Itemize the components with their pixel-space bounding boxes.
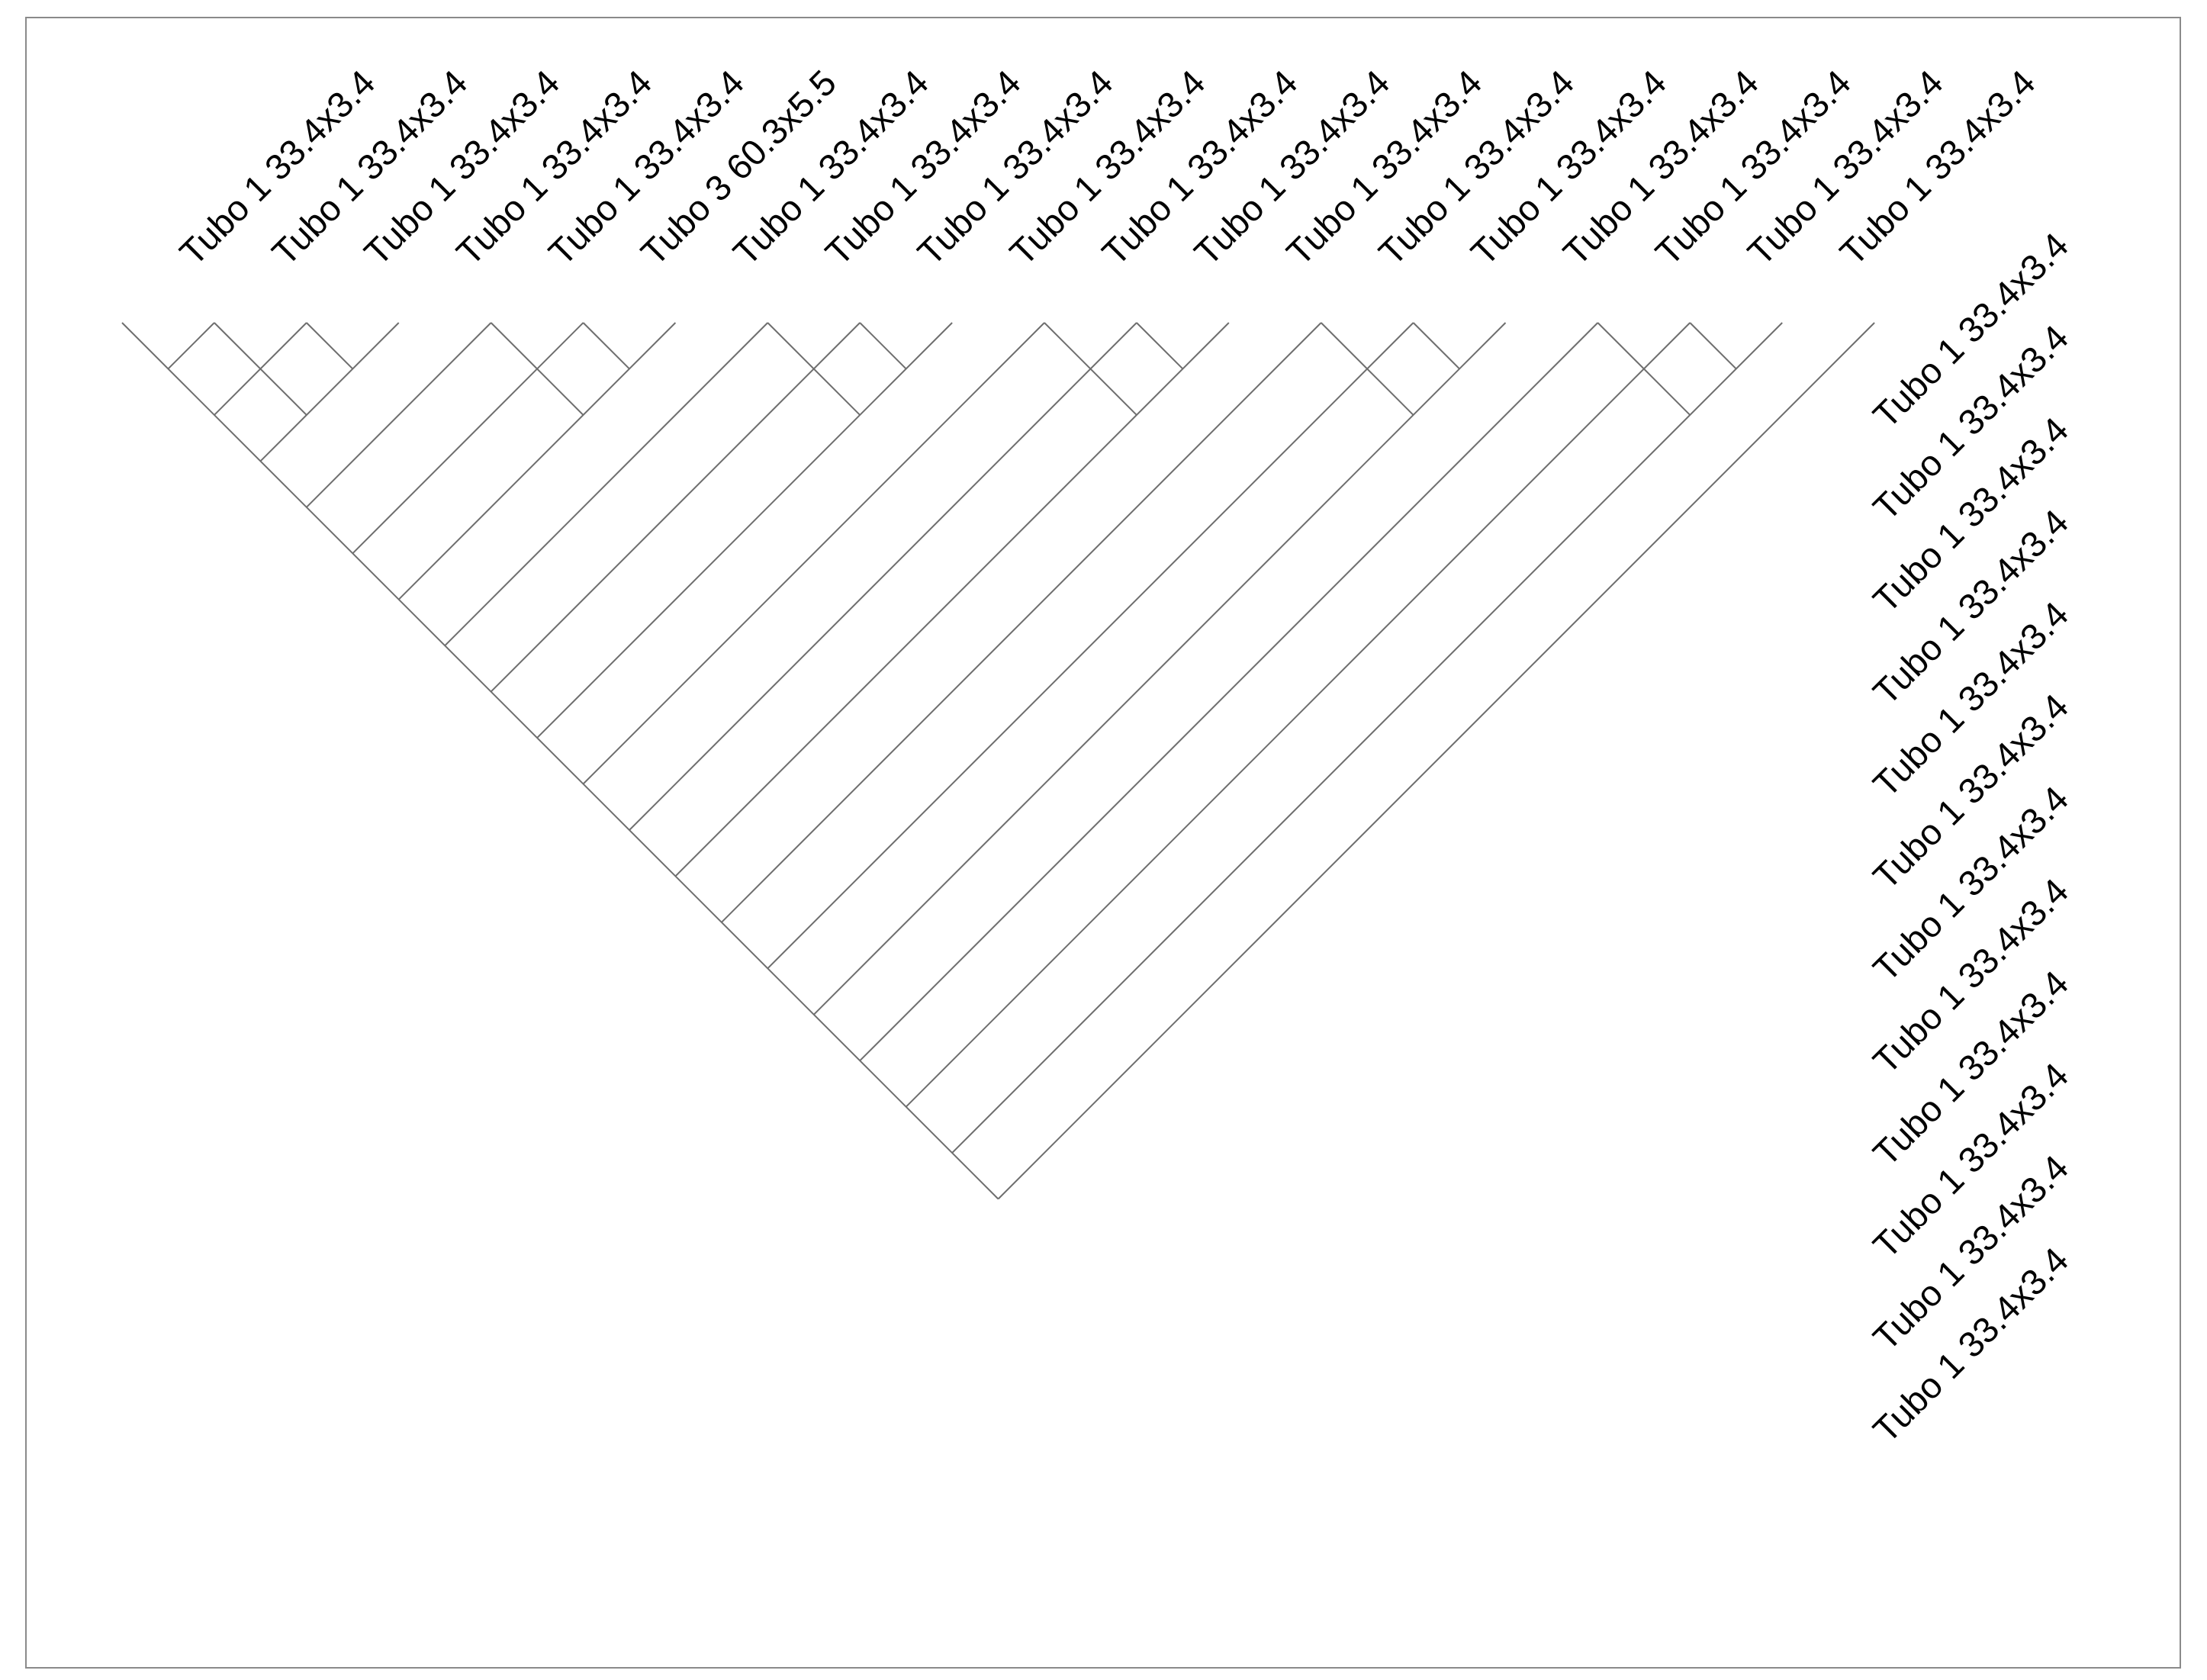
grid-line-v [259,322,400,462]
grid-line-v [951,322,1783,1154]
grid-line-v [582,322,1045,785]
grid-line-v [397,322,677,600]
grid-line-v [444,322,769,646]
diagram-frame [25,17,2181,1669]
grid-line-u [859,322,907,370]
grid-line-v [214,322,307,416]
grid-line-u [1412,322,1460,370]
grid-line-v [306,322,492,508]
grid-line-v [167,322,215,370]
grid-line-v [674,322,1230,877]
grid-line-u [306,322,354,370]
grid-line-u [1136,322,1184,370]
grid-line-v [490,322,861,693]
grid-line-v [721,322,1322,923]
grid-line-v [997,322,1875,1200]
diagonal-boundary-line [121,322,999,1200]
grid-line-v [629,322,1137,831]
grid-line-u [582,322,630,370]
grid-line-u [1689,322,1737,370]
grid-line-v [813,322,1507,1015]
grid-line-v [352,322,584,555]
grid-lines [121,322,1875,1200]
grid-line-v [767,322,1414,970]
grid-line-v [859,322,1599,1061]
grid-line-v [536,322,953,739]
grid-line-v [905,322,1691,1108]
